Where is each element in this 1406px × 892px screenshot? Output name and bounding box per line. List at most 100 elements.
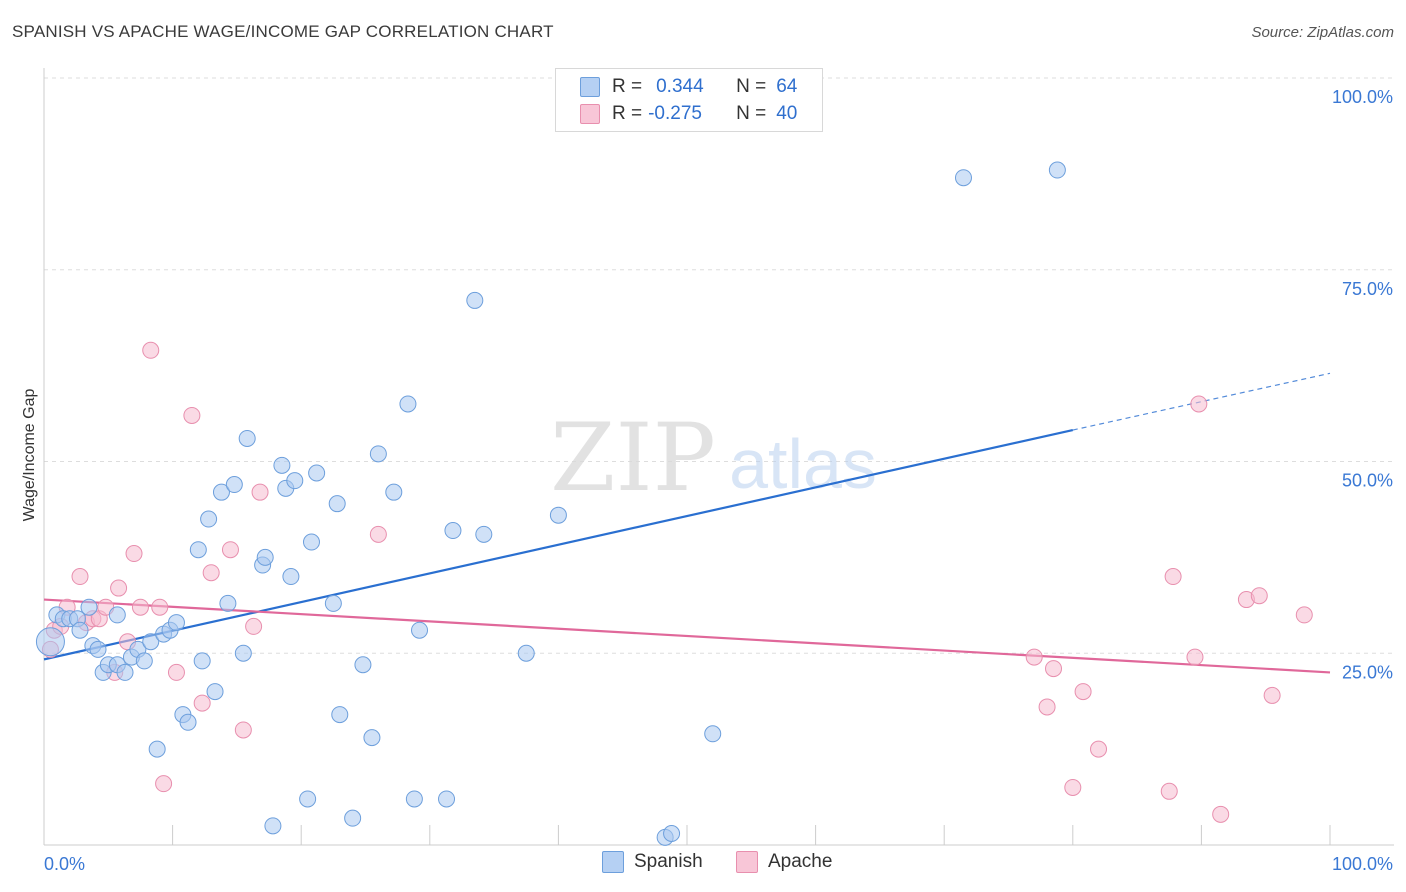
legend-row-apache: R = -0.275 N = 40 [580, 101, 797, 127]
spanish-point [167, 614, 185, 632]
apache-points [41, 341, 1313, 823]
apache-point [245, 617, 263, 635]
spanish-point [89, 640, 107, 658]
spanish-point [282, 568, 300, 586]
apache-point [183, 406, 201, 424]
spanish-point [299, 790, 317, 808]
apache-point [221, 541, 239, 559]
apache-point [1038, 698, 1056, 716]
spanish-point [116, 663, 134, 681]
apache-point [1263, 686, 1281, 704]
axes [43, 68, 1394, 846]
x-tick-label: 0.0% [44, 854, 85, 874]
spanish-trend-extension [1072, 372, 1331, 431]
spanish-point [1048, 161, 1066, 179]
spanish-point [264, 817, 282, 835]
spanish-swatch [580, 77, 600, 97]
tick-labels: 25.0% 50.0% 75.0% 100.0% 0.0% 100.0% [44, 87, 1393, 874]
spanish-point [148, 740, 166, 758]
spanish-point [35, 627, 65, 657]
apache-swatch [580, 104, 600, 124]
spanish-point [189, 541, 207, 559]
apache-point [1025, 648, 1043, 666]
spanish-point [225, 476, 243, 494]
apache-point [142, 341, 160, 359]
spanish-point [256, 548, 274, 566]
apache-point [234, 721, 252, 739]
spanish-point [238, 429, 256, 447]
spanish-point [328, 495, 346, 513]
spanish-point [206, 683, 224, 701]
apache-point [167, 663, 185, 681]
spanish-point [324, 594, 342, 612]
legend-r-label: R = [612, 103, 643, 124]
apache-point [1212, 805, 1230, 823]
spanish-trend-line [43, 428, 1074, 661]
apache-point [251, 483, 269, 501]
apache-point [1090, 740, 1108, 758]
spanish-point [475, 525, 493, 543]
spanish-point [302, 533, 320, 551]
legend-r-label: R = [612, 76, 643, 97]
spanish-point [142, 633, 160, 651]
spanish-swatch [602, 851, 624, 873]
apache-point [1250, 587, 1268, 605]
legend-r-value: 0.344 [656, 76, 704, 97]
legend-n-value: 64 [776, 76, 798, 97]
apache-point [151, 598, 169, 616]
apache-point [1164, 568, 1182, 586]
spanish-point [517, 644, 535, 662]
spanish-point [234, 644, 252, 662]
y-tick-label: 50.0% [1342, 471, 1393, 491]
watermark-zip: ZIP [550, 404, 716, 513]
spanish-point [466, 291, 484, 309]
spanish-point [71, 621, 89, 639]
legend-n-value: 40 [776, 103, 798, 124]
apache-point [369, 525, 387, 543]
legend-n-label: N = [736, 103, 767, 124]
apache-point [125, 545, 143, 563]
spanish-point [212, 483, 230, 501]
legend-item-spanish: Spanish [602, 851, 703, 873]
legend-apache-label: Apache [768, 851, 833, 872]
legend-n-label: N = [736, 76, 767, 97]
trend-lines [43, 372, 1331, 674]
apache-point [71, 568, 89, 586]
apache-point [202, 564, 220, 582]
y-tick-label: 25.0% [1342, 662, 1393, 682]
stats-legend: R = 0.344 N = 64 R = -0.275 N = 40 [555, 68, 823, 132]
spanish-point [385, 483, 403, 501]
apache-point [1295, 606, 1313, 624]
legend-item-apache: Apache [736, 851, 832, 873]
apache-point [1074, 683, 1092, 701]
spanish-point [954, 169, 972, 187]
y-axis-title-wrap: Wage/Income Gap [14, 290, 44, 590]
y-tick-label: 100.0% [1332, 87, 1393, 107]
spanish-point [549, 506, 567, 524]
spanish-point [405, 790, 423, 808]
spanish-point [369, 445, 387, 463]
y-axis-title: Wage/Income Gap [21, 389, 38, 522]
apache-trend-line [43, 598, 1331, 674]
spanish-point [363, 729, 381, 747]
apache-point [110, 579, 128, 597]
spanish-point [331, 706, 349, 724]
spanish-point [354, 656, 372, 674]
spanish-point [438, 790, 456, 808]
spanish-point [663, 824, 681, 842]
y-tick-label: 75.0% [1342, 279, 1393, 299]
spanish-point [108, 606, 126, 624]
chart-title: SPANISH VS APACHE WAGE/INCOME GAP CORREL… [12, 22, 554, 41]
apache-point [1045, 660, 1063, 678]
legend-r-value: -0.275 [648, 103, 702, 124]
legend-row-spanish: R = 0.344 N = 64 [580, 74, 797, 100]
apache-point [1186, 648, 1204, 666]
spanish-point [273, 456, 291, 474]
watermark: ZIP atlas [550, 404, 877, 513]
apache-point [155, 775, 173, 793]
apache-point [131, 598, 149, 616]
apache-point [1064, 778, 1082, 796]
apache-point [1190, 395, 1208, 413]
chart-source: Source: ZipAtlas.com [1251, 24, 1394, 41]
